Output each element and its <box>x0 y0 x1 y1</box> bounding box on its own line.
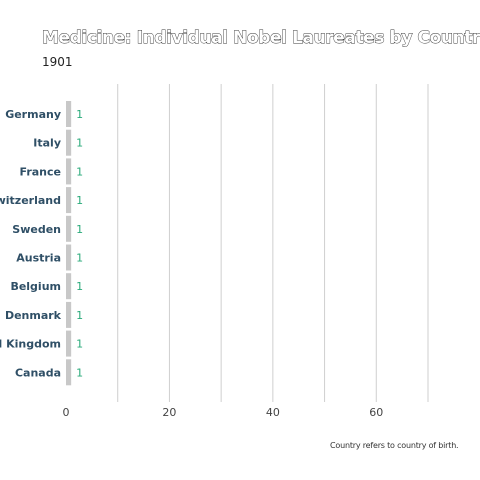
value-label: 1 <box>76 165 83 178</box>
chart-footnote: Country refers to country of birth. <box>330 441 459 450</box>
x-tick-label: 0 <box>63 406 70 419</box>
value-label: 1 <box>76 137 83 150</box>
category-label: Austria <box>16 252 61 265</box>
value-label: 1 <box>76 366 83 379</box>
value-label: 1 <box>76 223 83 236</box>
category-label: United Kingdom <box>0 338 61 351</box>
chart-title: Medicine: Individual Nobel Laureates by … <box>42 28 480 49</box>
bar <box>66 273 72 300</box>
category-label: Belgium <box>10 280 61 293</box>
x-tick-label: 40 <box>266 406 280 419</box>
value-label: 1 <box>76 252 83 265</box>
value-label: 1 <box>76 338 83 351</box>
category-label: France <box>20 165 61 178</box>
category-label: Denmark <box>5 309 62 322</box>
value-label: 1 <box>76 309 83 322</box>
category-label: Italy <box>33 137 61 150</box>
category-label: Switzerland <box>0 194 61 207</box>
bar <box>66 129 72 156</box>
category-label: Germany <box>5 108 61 121</box>
x-tick-label: 60 <box>369 406 383 419</box>
x-tick-label: 20 <box>162 406 176 419</box>
bar <box>66 301 72 328</box>
value-label: 1 <box>76 108 83 121</box>
bar <box>66 359 72 386</box>
bar <box>66 244 72 271</box>
bar <box>66 330 72 357</box>
bar <box>66 158 72 185</box>
category-label: Sweden <box>12 223 61 236</box>
chart-subtitle: 1901 <box>42 55 73 69</box>
value-label: 1 <box>76 194 83 207</box>
category-label: Canada <box>15 366 61 379</box>
bar <box>66 215 72 242</box>
bar <box>66 187 72 214</box>
value-label: 1 <box>76 280 83 293</box>
bar <box>66 101 72 127</box>
